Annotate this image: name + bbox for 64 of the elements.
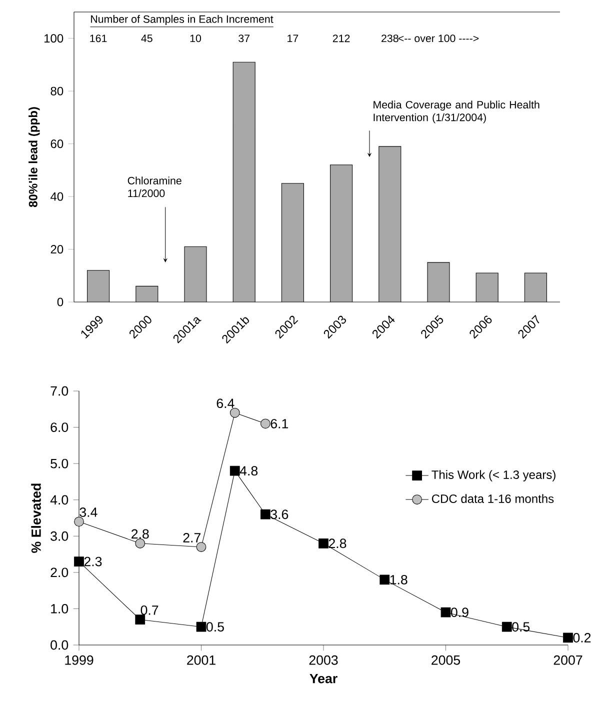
y-axis-title: % Elevated bbox=[31, 484, 41, 553]
data-label: 6.1 bbox=[270, 418, 288, 428]
annotation: 238 bbox=[382, 34, 398, 42]
point bbox=[380, 574, 390, 585]
y-axis-title: 80%'ile lead (ppb) bbox=[28, 107, 40, 208]
data-label: 1.8 bbox=[390, 574, 408, 584]
annotation: Number of Samples in Each Increment bbox=[91, 15, 274, 25]
x-axis-title: Year bbox=[310, 674, 338, 684]
y-tick-label: 7.0 bbox=[50, 386, 68, 396]
annotation: 161 bbox=[90, 34, 107, 42]
point bbox=[74, 556, 84, 566]
data-label: 3.6 bbox=[270, 510, 288, 520]
data-label: 0.2 bbox=[573, 633, 591, 642]
x-tick-label: 1999 bbox=[65, 655, 94, 665]
y-tick-label: 3.0 bbox=[50, 531, 68, 541]
legend-label: This Work (< 1.3 years) bbox=[432, 470, 556, 482]
point bbox=[260, 418, 270, 429]
y-tick-label: 4.0 bbox=[50, 495, 68, 505]
y-tick-label: 2.0 bbox=[50, 568, 68, 578]
point bbox=[260, 509, 270, 520]
point bbox=[230, 466, 240, 476]
point bbox=[502, 622, 512, 632]
point bbox=[74, 516, 84, 527]
y-tick-label: 5.0 bbox=[50, 458, 68, 468]
point bbox=[230, 408, 240, 418]
data-label: 3.4 bbox=[80, 507, 98, 517]
annotation: Media Coverage and Public Health Intervention (1/31/2004) bbox=[374, 100, 540, 124]
y-tick-label: 80 bbox=[50, 86, 64, 96]
data-label: 2.8 bbox=[328, 538, 346, 548]
y-tick-label: 0 bbox=[57, 298, 64, 306]
annotation: 212 bbox=[332, 34, 350, 42]
point bbox=[563, 632, 573, 643]
y-tick-label: 20 bbox=[50, 245, 64, 254]
y-tick-label: 1.0 bbox=[51, 604, 68, 614]
data-label: 0.5 bbox=[512, 622, 530, 632]
x-tick-label: 2007 bbox=[554, 655, 582, 665]
annotation: 45 bbox=[141, 34, 152, 42]
data-label: 2.8 bbox=[132, 529, 149, 539]
annotation: 37 bbox=[238, 34, 250, 42]
data-label: 2.3 bbox=[84, 556, 102, 566]
data-label: 6.4 bbox=[216, 398, 234, 408]
data-label: 0.5 bbox=[206, 622, 224, 632]
point bbox=[318, 538, 328, 548]
point bbox=[196, 622, 206, 632]
data-label: 0.7 bbox=[140, 605, 158, 615]
legend-label: CDC data 1-16 months bbox=[432, 494, 554, 504]
point bbox=[135, 614, 146, 625]
annotation: <-- over 100 ----> bbox=[398, 34, 479, 42]
data-label: 0.9 bbox=[450, 608, 468, 618]
annotation: 10 bbox=[190, 34, 202, 42]
data-label: 2.7 bbox=[183, 533, 200, 542]
annotation: 17 bbox=[288, 34, 298, 42]
y-tick-label: 40 bbox=[50, 192, 64, 201]
point bbox=[135, 538, 146, 548]
point bbox=[196, 542, 206, 552]
y-tick-label: 100 bbox=[44, 34, 64, 43]
x-tick-label: 2003 bbox=[309, 655, 338, 665]
annotation: Chloramine 11/2000 bbox=[128, 176, 182, 198]
x-tick-label: 2005 bbox=[432, 655, 460, 665]
x-tick-label: 2001 bbox=[187, 655, 216, 665]
point bbox=[440, 607, 451, 618]
y-tick-label: 6.0 bbox=[50, 422, 68, 432]
y-tick-label: 60 bbox=[50, 140, 64, 148]
y-tick-label: 0.0 bbox=[50, 640, 68, 650]
